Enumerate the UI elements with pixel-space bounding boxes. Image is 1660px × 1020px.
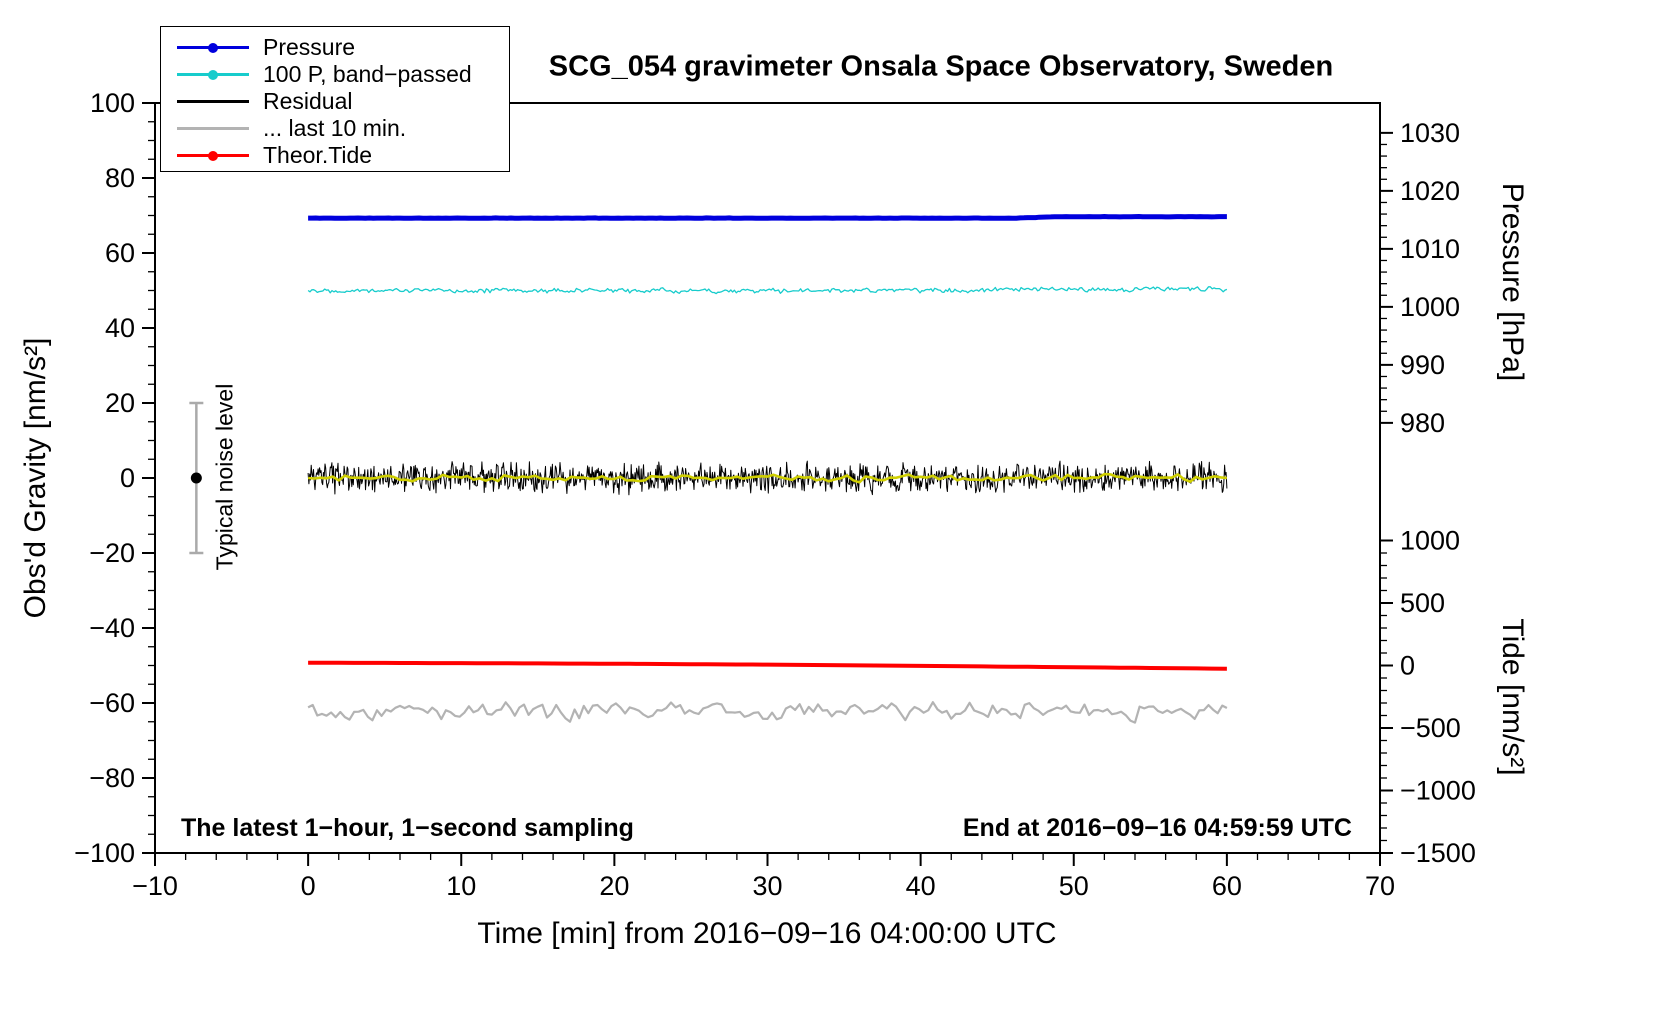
tide-tick-label: 0: [1400, 651, 1415, 681]
legend-entry-pressure: Pressure: [177, 34, 509, 61]
gravity-tick-label: 0: [120, 463, 135, 493]
legend-entry-bandpassed-pressure: 100 P, band−passed: [177, 61, 509, 88]
tide-tick-label: −1000: [1400, 775, 1476, 805]
x-tick-label: 0: [301, 871, 316, 901]
noise-dot: [190, 472, 202, 484]
legend-label: ... last 10 min.: [263, 115, 407, 141]
series-last-10-min: [307, 701, 1228, 724]
x-tick-label: 40: [906, 871, 936, 901]
sampling-note: The latest 1−hour, 1−second sampling: [181, 814, 634, 842]
x-tick-label: 10: [446, 871, 476, 901]
legend-entry-theor-tide: Theor.Tide: [177, 142, 509, 169]
gravity-tick-label: −60: [89, 688, 135, 718]
tide-tick-label: −500: [1400, 713, 1461, 743]
tide-tick-label: −1500: [1400, 838, 1476, 868]
series-theor-tide: [308, 660, 1227, 671]
legend-label: Residual: [263, 88, 353, 114]
gravity-tick-label: 20: [105, 388, 135, 418]
gravity-tick-label: −20: [89, 538, 135, 568]
legend-entry-last-10-min: ... last 10 min.: [177, 115, 509, 142]
pressure-tick-label: 1020: [1400, 176, 1460, 206]
tide-axis-label: Tide [nm/s²]: [1496, 618, 1529, 776]
pressure-tick-label: 980: [1400, 408, 1445, 438]
gravity-tick-label: 80: [105, 163, 135, 193]
typical-noise-level-label: Typical noise level: [211, 383, 238, 571]
residual-line-marker: [177, 88, 249, 115]
gravity-tick-label: −100: [74, 838, 135, 868]
pressure-tick-label: 1000: [1400, 292, 1460, 322]
legend-entry-residual: Residual: [177, 88, 509, 115]
pressure-tick-label: 1030: [1400, 118, 1460, 148]
legend: Pressure 100 P, band−passed Residual ...…: [160, 26, 510, 172]
x-axis-label: Time [min] from 2016−09−16 04:00:00 UTC: [477, 917, 1057, 950]
gravity-tick-label: −80: [89, 763, 135, 793]
gravity-tick-label: 60: [105, 238, 135, 268]
gravity-tick-label: −40: [89, 613, 135, 643]
series-residual-smoothed: [307, 472, 1228, 484]
x-tick-label: 70: [1365, 871, 1395, 901]
x-tick-label: 50: [1059, 871, 1089, 901]
pressure-tick-label: 990: [1400, 350, 1445, 380]
end-time-note: End at 2016−09−16 04:59:59 UTC: [962, 814, 1352, 842]
pressure-axis-label: Pressure [hPa]: [1496, 182, 1529, 382]
gravity-tick-label: 100: [90, 88, 135, 118]
pressure-tick-label: 1010: [1400, 234, 1460, 264]
x-tick-label: 30: [752, 871, 782, 901]
theor-tide-line-dot-marker: [177, 142, 249, 169]
x-tick-label: 60: [1212, 871, 1242, 901]
tide-tick-label: 500: [1400, 588, 1445, 618]
legend-label: Theor.Tide: [263, 142, 373, 168]
x-tick-label: 20: [599, 871, 629, 901]
bandpassed-line-dot-marker: [177, 61, 249, 88]
legend-label: 100 P, band−passed: [263, 61, 472, 87]
tide-tick-label: 1000: [1400, 526, 1460, 556]
series-100-p-band-passed: [307, 286, 1228, 295]
gravity-axis-label: Obs'd Gravity [nm/s²]: [19, 337, 52, 619]
chart-title: SCG_054 gravimeter Onsala Space Observat…: [548, 50, 1334, 83]
series-pressure: [308, 214, 1227, 221]
x-tick-label: −10: [132, 871, 178, 901]
last-10-min-line-marker: [177, 115, 249, 142]
gravity-tick-label: 40: [105, 313, 135, 343]
legend-label: Pressure: [263, 34, 356, 60]
pressure-line-dot-marker: [177, 34, 249, 61]
